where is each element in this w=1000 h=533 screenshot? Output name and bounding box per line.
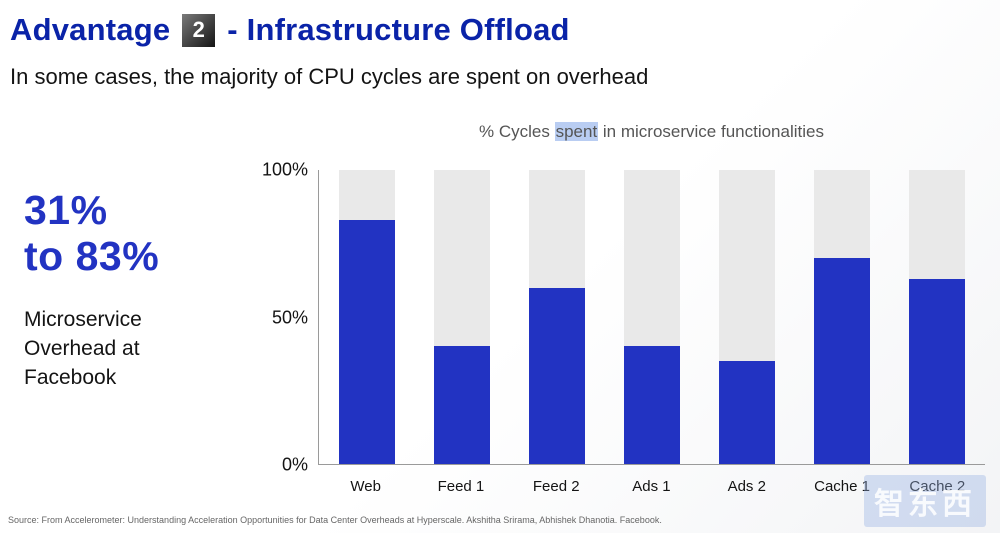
- x-axis-label: Feed 2: [532, 478, 580, 495]
- bar-column: [319, 170, 414, 464]
- bar-wrap: [528, 170, 585, 464]
- bar-column: [604, 170, 699, 464]
- title-number-badge: 2: [182, 13, 216, 47]
- bar-wrap: [719, 170, 776, 464]
- bar-column: [890, 170, 985, 464]
- chart-title-highlight: spent: [554, 122, 599, 141]
- stat-value-line2: to 83%: [24, 232, 160, 279]
- bar: [909, 278, 966, 464]
- source-citation: Source: From Accelerometer: Understandin…: [8, 515, 662, 525]
- x-axis-label: Ads 2: [727, 478, 766, 495]
- bar: [338, 219, 395, 464]
- bar: [814, 258, 871, 464]
- x-axis-labels: Web Feed 1 Feed 2 Ads 1 Ads 2 Cache 1 Cache 2: [318, 478, 985, 495]
- bar: [623, 346, 680, 464]
- bar: [719, 361, 776, 464]
- chart-title: % Cycles spent in microservice functiona…: [318, 122, 985, 142]
- y-axis-tick-50: 50%: [271, 307, 308, 328]
- x-axis-label: Cache 2: [909, 478, 966, 495]
- bar-wrap: [814, 170, 871, 464]
- bar-wrap: [433, 170, 490, 464]
- stat-value-line1: 31%: [24, 187, 108, 233]
- chart-title-post: in microservice functionalities: [598, 122, 824, 141]
- bar-wrap: [338, 170, 395, 464]
- title-suffix: - Infrastructure Offload: [227, 12, 570, 47]
- bar-column: [700, 170, 795, 464]
- chart-title-pre: % Cycles: [479, 122, 555, 141]
- y-axis-tick-100: 100%: [261, 159, 308, 180]
- stat-caption: Microservice Overhead at Facebook: [24, 307, 142, 389]
- x-axis-label: Web: [350, 478, 381, 495]
- bar-column: [795, 170, 890, 464]
- bar-column: [509, 170, 604, 464]
- page-title: Advantage 2 - Infrastructure Offload: [10, 12, 570, 48]
- bar-wrap: [909, 170, 966, 464]
- x-axis-label: Feed 1: [437, 478, 485, 495]
- bar: [433, 346, 490, 464]
- y-axis-tick-0: 0%: [281, 454, 308, 475]
- bar-column: [414, 170, 509, 464]
- x-axis-label: Ads 1: [632, 478, 671, 495]
- title-prefix: Advantage: [10, 12, 171, 47]
- bar-wrap: [623, 170, 680, 464]
- stat-block: 31% to 83% Microservice Overhead at Face…: [24, 187, 204, 393]
- subtitle: In some cases, the majority of CPU cycle…: [10, 64, 649, 89]
- x-axis-label: Cache 1: [814, 478, 870, 495]
- bar: [528, 287, 585, 464]
- bar-chart-plot-area: [318, 170, 985, 465]
